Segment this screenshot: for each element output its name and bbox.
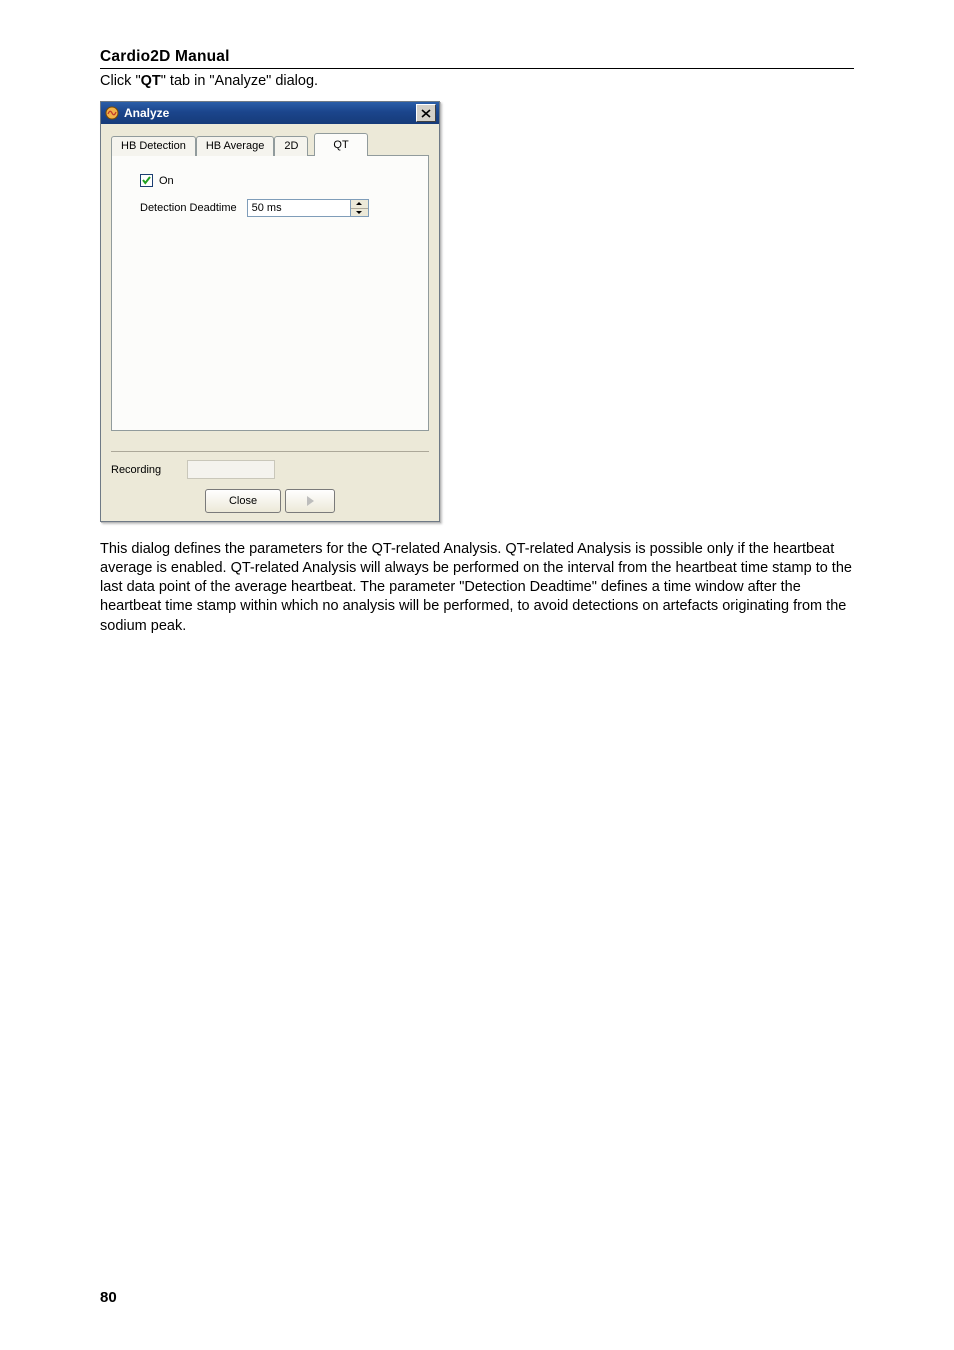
play-icon bbox=[307, 496, 314, 506]
chevron-up-icon bbox=[356, 202, 362, 205]
chevron-down-icon bbox=[356, 211, 362, 214]
intro-text-bold: QT bbox=[141, 73, 161, 89]
document-title: Cardio2D Manual bbox=[100, 48, 854, 66]
tab-qt[interactable]: QT bbox=[314, 133, 367, 156]
tab-hb-average[interactable]: HB Average bbox=[196, 136, 275, 156]
deadtime-label: Detection Deadtime bbox=[140, 202, 237, 214]
dialog-title: Analyze bbox=[124, 106, 169, 120]
deadtime-spinner bbox=[247, 199, 369, 217]
tab-2d[interactable]: 2D bbox=[274, 136, 308, 156]
deadtime-input[interactable] bbox=[247, 199, 351, 217]
deadtime-stepper bbox=[351, 199, 369, 217]
dialog-titlebar[interactable]: Analyze bbox=[101, 102, 439, 124]
tab-hb-detection[interactable]: HB Detection bbox=[111, 136, 196, 156]
analyze-dialog: Analyze HB Detection HB Average 2D QT bbox=[100, 101, 440, 522]
dialog-separator bbox=[111, 451, 429, 452]
deadtime-row: Detection Deadtime bbox=[140, 199, 414, 217]
qt-tab-panel: On Detection Deadtime bbox=[111, 155, 429, 431]
recording-row: Recording bbox=[101, 460, 439, 483]
app-icon bbox=[105, 106, 119, 120]
intro-text-suffix: " tab in "Analyze" dialog. bbox=[161, 73, 318, 89]
play-button[interactable] bbox=[285, 489, 335, 513]
dialog-button-row: Close bbox=[101, 483, 439, 521]
tab-row: HB Detection HB Average 2D QT bbox=[111, 134, 429, 156]
close-icon[interactable] bbox=[416, 104, 436, 122]
explanation-paragraph: This dialog defines the parameters for t… bbox=[100, 540, 854, 636]
on-checkbox-row: On bbox=[140, 174, 414, 187]
intro-text-prefix: Click " bbox=[100, 73, 141, 89]
deadtime-step-up[interactable] bbox=[351, 200, 368, 208]
on-checkbox[interactable] bbox=[140, 174, 153, 187]
recording-dropdown[interactable] bbox=[187, 460, 275, 479]
intro-sentence: Click "QT" tab in "Analyze" dialog. bbox=[100, 73, 854, 89]
title-rule bbox=[100, 68, 854, 69]
deadtime-step-down[interactable] bbox=[351, 208, 368, 217]
on-checkbox-label: On bbox=[159, 175, 174, 187]
dialog-body: HB Detection HB Average 2D QT On Detecti… bbox=[101, 124, 439, 441]
recording-label: Recording bbox=[111, 464, 161, 476]
close-button[interactable]: Close bbox=[205, 489, 281, 513]
document-page: Cardio2D Manual Click "QT" tab in "Analy… bbox=[0, 0, 954, 1350]
page-number: 80 bbox=[100, 1289, 117, 1306]
